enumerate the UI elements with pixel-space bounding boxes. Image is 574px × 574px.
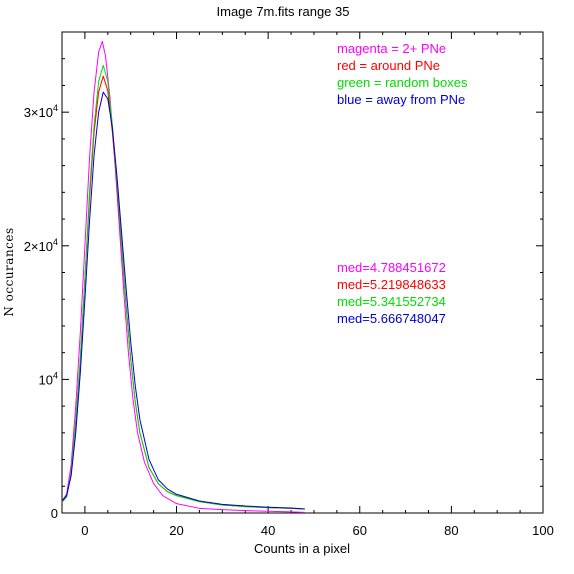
x-axis: 0 20 40 60 80 100 — [61, 32, 554, 538]
series-line — [61, 91, 305, 510]
chart-title: Image 7m.fits range 35 — [217, 4, 350, 19]
series-line — [61, 75, 305, 510]
plot-frame — [61, 31, 544, 514]
x-tick-label: 100 — [532, 523, 554, 538]
y-tick-label: 104 — [39, 370, 58, 387]
series-line — [61, 40, 305, 513]
legend-entry: green = random boxes — [337, 75, 468, 90]
median-label: med=5.341552734 — [337, 294, 446, 309]
median-annotations: med=4.788451672 med=5.219848633 med=5.3415… — [337, 260, 446, 326]
x-tick-label: 80 — [444, 523, 458, 538]
median-label: med=4.788451672 — [337, 260, 446, 275]
y-tick-label: 0 — [51, 506, 58, 521]
y-tick-label: 2×104 — [24, 237, 58, 254]
legend-entry: blue = away from PNe — [337, 92, 465, 107]
y-tick-label: 3×104 — [24, 103, 58, 120]
x-axis-label: Counts in a pixel — [254, 541, 350, 556]
legend-entry: red = around PNe — [337, 58, 440, 73]
legend: magenta = 2+ PNe red = around PNe green = … — [337, 41, 468, 107]
y-axis-label: N occurances — [2, 227, 16, 316]
series-line — [61, 64, 305, 510]
x-tick-label: 60 — [353, 523, 367, 538]
y-axis: 0 104 2×104 3×104 — [24, 58, 543, 521]
median-label: med=5.219848633 — [337, 277, 446, 292]
median-label: med=5.666748047 — [337, 311, 446, 326]
x-tick-label: 20 — [169, 523, 183, 538]
x-tick-label: 0 — [81, 523, 88, 538]
series-lines — [61, 40, 305, 513]
x-tick-label: 40 — [261, 523, 275, 538]
legend-entry: magenta = 2+ PNe — [337, 41, 446, 56]
